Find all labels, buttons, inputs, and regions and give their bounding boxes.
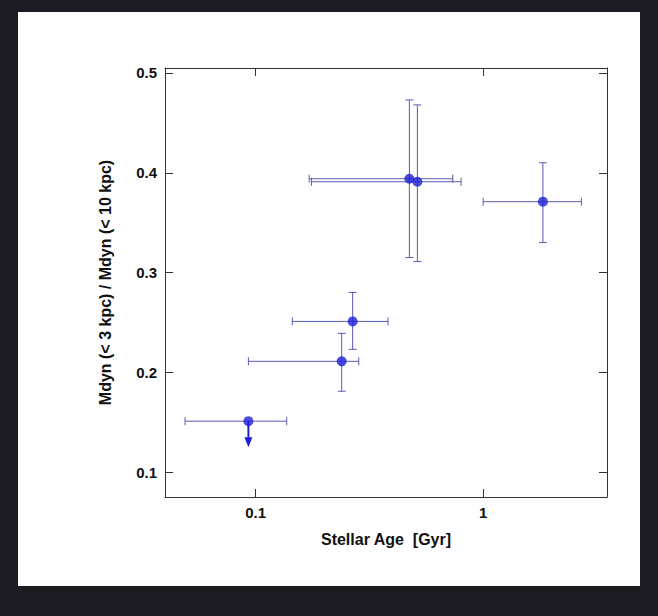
svg-text:0.5: 0.5 [136,64,157,81]
svg-text:Mdyn (< 3 kpc) / Mdyn (< 10 kp: Mdyn (< 3 kpc) / Mdyn (< 10 kpc) [97,160,114,405]
svg-text:0.1: 0.1 [136,464,157,481]
svg-text:0.3: 0.3 [136,264,157,281]
svg-text:Stellar Age [Gyr]: Stellar Age [Gyr] [321,531,451,548]
svg-text:0.4: 0.4 [136,164,158,181]
svg-text:1: 1 [479,504,487,521]
svg-text:0.2: 0.2 [136,364,157,381]
svg-text:0.1: 0.1 [245,504,266,521]
